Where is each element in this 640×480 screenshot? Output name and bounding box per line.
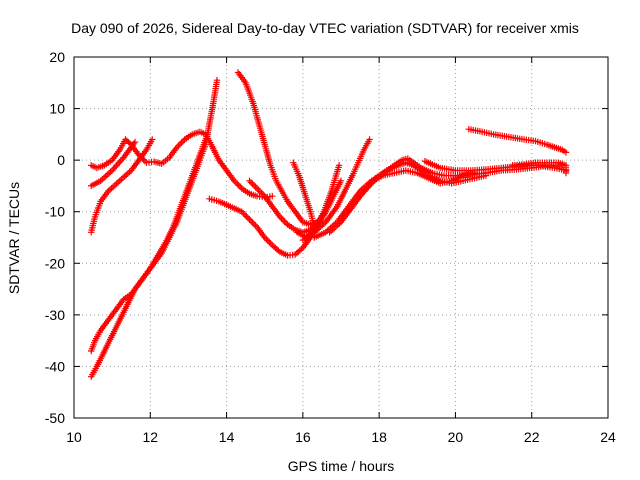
x-tick-label: 16: [295, 429, 311, 445]
series-trace-18: [465, 126, 570, 156]
x-tick-label: 18: [371, 429, 387, 445]
marker-trace: [452, 163, 570, 179]
x-tick-label: 10: [66, 429, 82, 445]
x-tick-label: 24: [600, 429, 616, 445]
x-tick-label: 14: [219, 429, 235, 445]
y-tick-label: 0: [57, 152, 65, 168]
y-tick-labels: 20 10 0 -10 -20 -30 -40 -50: [45, 49, 65, 426]
marker-trace: [465, 126, 570, 156]
series-trace-5: [88, 131, 211, 380]
series-trace-7: [234, 69, 322, 228]
series-trace-14: [345, 155, 459, 215]
marker-trace: [299, 136, 373, 244]
y-tick-label: -30: [45, 307, 65, 323]
y-tick-label: 20: [49, 49, 65, 65]
y-tick-label: -10: [45, 204, 65, 220]
y-tick-label: 10: [49, 101, 65, 117]
series-trace-16: [452, 163, 570, 179]
marker-trace: [88, 138, 139, 190]
ticks: [73, 56, 609, 419]
series-trace-1: [88, 128, 276, 201]
marker-trace: [234, 69, 322, 228]
y-tick-label: -20: [45, 255, 65, 271]
series-trace-11: [299, 136, 373, 244]
marker-trace: [88, 131, 211, 380]
chart-title: Day 090 of 2026, Sidereal Day-to-day VTE…: [71, 20, 579, 36]
grid: [74, 57, 608, 418]
data-points: [88, 69, 570, 380]
x-tick-label: 22: [524, 429, 540, 445]
series-trace-9: [290, 159, 318, 231]
series-trace-17: [509, 159, 570, 177]
series-trace-2: [88, 138, 139, 190]
x-tick-label: 12: [142, 429, 158, 445]
marker-trace: [509, 159, 570, 177]
plot-frame: [73, 56, 609, 419]
series-trace-3: [88, 136, 156, 236]
marker-trace: [88, 128, 276, 201]
marker-trace: [290, 159, 318, 231]
x-tick-labels: 10 12 14 16 18 20 22 24: [66, 429, 616, 445]
y-tick-label: -50: [45, 410, 65, 426]
marker-trace: [88, 136, 156, 236]
marker-trace: [88, 77, 221, 355]
y-axis-label: SDTVAR / TECUs: [6, 182, 22, 294]
x-axis-label: GPS time / hours: [288, 458, 395, 474]
x-tick-label: 20: [448, 429, 464, 445]
series-trace-4: [88, 77, 221, 355]
y-tick-label: -40: [45, 358, 65, 374]
marker-trace: [345, 155, 459, 215]
